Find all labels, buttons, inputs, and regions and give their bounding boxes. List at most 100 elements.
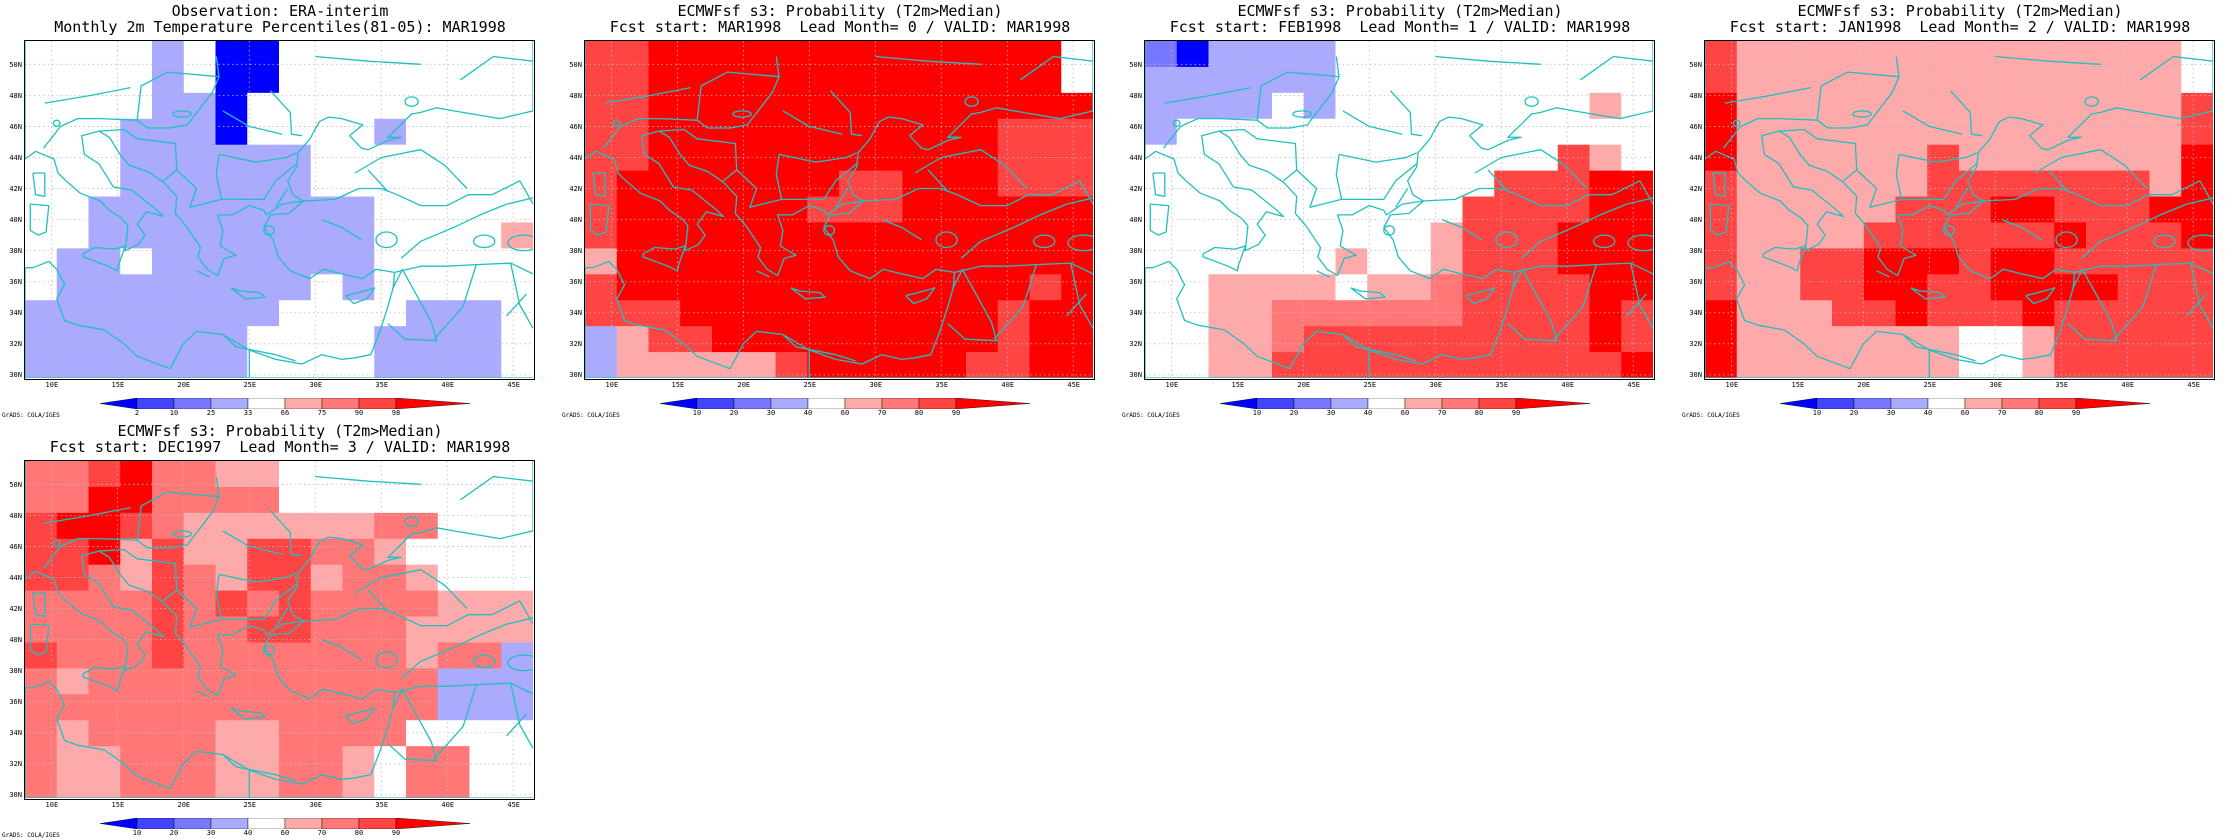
coastline-path xyxy=(1712,172,1726,197)
grid-cell xyxy=(1589,352,1622,378)
grid-cell xyxy=(152,694,185,721)
grid-cell xyxy=(743,196,777,224)
grid-cell xyxy=(1768,92,1801,120)
coastline-path xyxy=(602,56,780,149)
grid-cell xyxy=(1589,300,1622,327)
grid-cell xyxy=(902,196,935,224)
grid-cell xyxy=(152,720,185,747)
grid-cell xyxy=(1303,222,1337,249)
grid-cell xyxy=(1705,300,1738,327)
lake-outline xyxy=(404,96,419,107)
grid-cell xyxy=(25,694,58,721)
latitude-label: 34N xyxy=(569,309,582,318)
grid-cell xyxy=(1176,352,1210,378)
grid-cell xyxy=(310,564,344,592)
grid-cell xyxy=(1705,274,1738,301)
grid-cell xyxy=(1176,66,1210,94)
longitude-label: 40E xyxy=(441,381,455,389)
grid-cell xyxy=(2181,352,2213,378)
grid-cell xyxy=(469,512,502,540)
grid-cell xyxy=(1430,92,1464,120)
grid-cell xyxy=(152,326,185,353)
grid-cell xyxy=(1494,118,1527,146)
panel-title: ECMWFsf s3: Probability (T2m>Median) xyxy=(1237,2,1563,20)
grid-cell xyxy=(1430,170,1464,198)
grid-cell xyxy=(342,486,375,514)
grid-cell xyxy=(743,41,777,68)
grid-cell xyxy=(25,590,58,618)
grid-cell xyxy=(1768,352,1801,378)
lake-outline xyxy=(1172,119,1181,128)
colorbar-label: 33 xyxy=(243,409,253,417)
grid-cell xyxy=(1927,170,1960,198)
grid-cell xyxy=(585,326,618,353)
grid-cell xyxy=(1208,352,1241,378)
grid-cell xyxy=(120,746,153,773)
grid-cell xyxy=(775,170,808,198)
coastline-path xyxy=(658,128,858,208)
grid-cell xyxy=(1927,300,1960,327)
grid-cell xyxy=(1863,274,1897,301)
coastlines xyxy=(585,41,1093,378)
grid-cell xyxy=(501,538,533,566)
grid-cell xyxy=(2086,66,2119,94)
map-area xyxy=(24,460,535,800)
grid-cell xyxy=(1895,352,1928,378)
grid-cell xyxy=(215,300,248,327)
grid-cell xyxy=(406,248,439,275)
colorbar-segment xyxy=(844,398,883,409)
coastline-path xyxy=(947,268,998,342)
coastline-path xyxy=(44,506,131,524)
graticule xyxy=(25,461,533,798)
grid-cell xyxy=(342,590,375,618)
grid-cell xyxy=(1061,92,1093,120)
longitude-label: 35E xyxy=(375,801,389,809)
grid-cell xyxy=(1272,222,1305,249)
coastline-path xyxy=(1722,56,1900,149)
grid-cell xyxy=(1399,118,1432,146)
grid-cell xyxy=(1303,196,1337,224)
coastline-path xyxy=(1709,203,1730,236)
lake-outline xyxy=(2084,96,2099,107)
grid-cell xyxy=(501,144,533,172)
grid-cell xyxy=(56,564,90,592)
grid-cell xyxy=(1526,352,1559,378)
grid-cell xyxy=(902,300,935,327)
coastlines xyxy=(1145,41,1653,378)
grid-cell xyxy=(1736,222,1770,249)
lake-outline xyxy=(1943,225,1956,236)
grid-cell xyxy=(374,66,407,94)
coastline-path xyxy=(215,574,223,620)
lake-outline xyxy=(263,225,276,236)
grid-cell xyxy=(712,92,745,120)
grid-cell xyxy=(1061,326,1093,353)
grid-cell xyxy=(501,118,533,146)
coastline-path xyxy=(196,690,210,698)
grid-cell xyxy=(437,461,471,488)
grid-cell xyxy=(1335,170,1368,198)
latitude-label: 48N xyxy=(569,91,582,100)
grid-cell xyxy=(1176,118,1210,146)
grid-cell xyxy=(88,274,121,301)
coastline-path xyxy=(1955,188,1969,208)
grid-cell xyxy=(1800,300,1833,327)
grid-cell xyxy=(56,196,90,224)
lake-outline xyxy=(823,225,836,236)
grid-cell xyxy=(279,668,312,695)
colorbar-segment xyxy=(100,818,138,829)
coastline-path xyxy=(954,262,1093,275)
grid-cell xyxy=(648,196,681,224)
grid-cell xyxy=(152,746,185,773)
grid-cell xyxy=(743,352,777,378)
longitude-label: 10E xyxy=(45,381,59,389)
grid-cell xyxy=(648,144,681,172)
grid-cell xyxy=(88,144,121,172)
grid-cell xyxy=(120,616,153,644)
grid-cell xyxy=(2149,352,2182,378)
coastline-path xyxy=(2001,218,2042,241)
colorbar-segment xyxy=(395,818,470,829)
panel-title: ECMWFsf s3: Probability (T2m>Median) xyxy=(677,2,1003,20)
coastline-path xyxy=(1441,218,1482,241)
grid-cell xyxy=(152,300,185,327)
grid-cell xyxy=(1029,274,1062,301)
